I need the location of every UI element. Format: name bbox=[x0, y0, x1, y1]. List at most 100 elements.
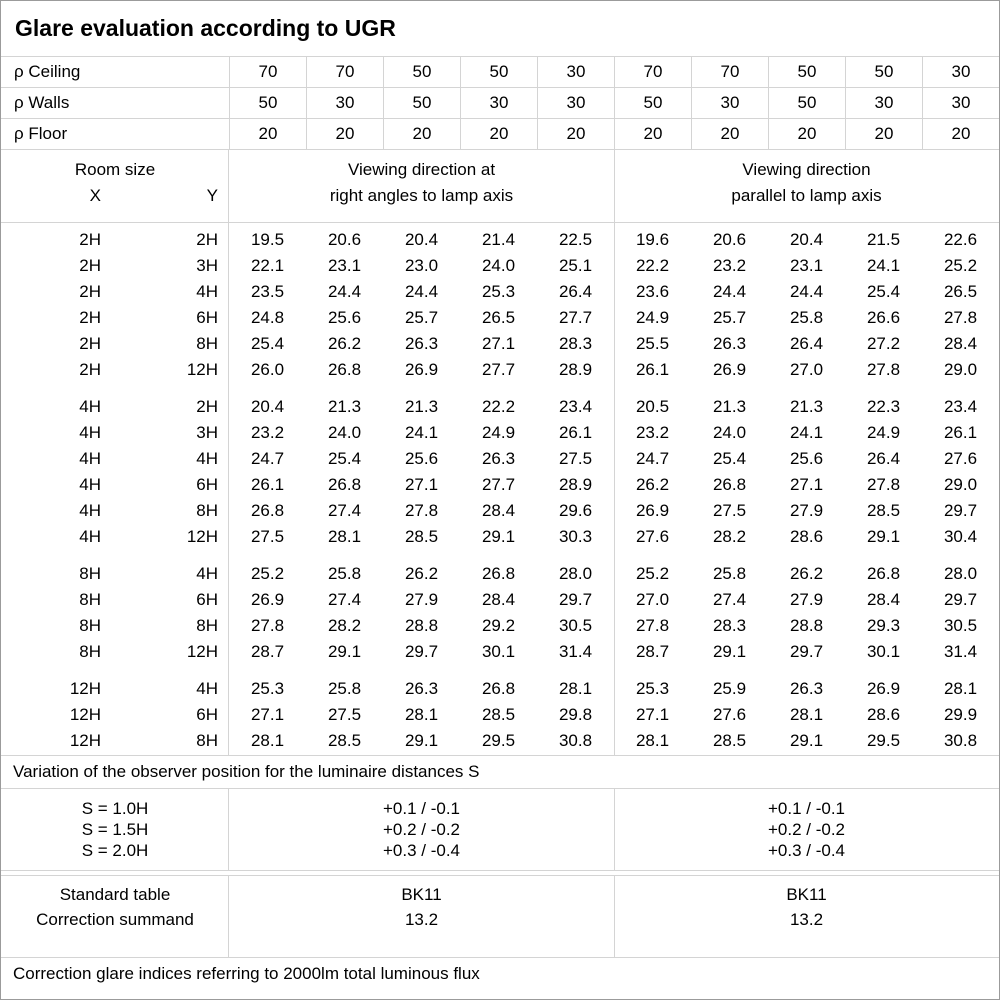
ugr-value: 30.4 bbox=[943, 527, 978, 546]
ugr-value: 23.4 bbox=[943, 397, 978, 416]
ugr-value: 23.2 bbox=[635, 423, 670, 442]
ugr-row: 12H 4H 25.3 25.8 26.3 26.8 28.1 25.3 25.9 26.3 26.… bbox=[1, 676, 999, 702]
xy-header: X Y bbox=[1, 183, 229, 209]
spacing-value: +0.2 / -0.2 bbox=[382, 820, 461, 839]
reflectance-label: ρ Ceiling bbox=[14, 62, 81, 81]
spacing-parallel-values: +0.1 / -0.1 +0.2 / -0.2 +0.3 / -0.4 bbox=[614, 798, 999, 870]
reflectance-value: 20 bbox=[537, 119, 614, 149]
ugr-row: 8H 8H 27.8 28.2 28.8 29.2 30.5 27.8 28.3 28.8 29.3… bbox=[1, 613, 999, 639]
page-title: Glare evaluation according to UGR bbox=[1, 1, 999, 57]
reflectance-value: 20 bbox=[922, 119, 999, 149]
reflectance-row: ρ Floor 20 20 20 20 20 20 20 20 20 20 bbox=[1, 119, 999, 150]
ugr-value: 25.3 bbox=[250, 679, 285, 698]
room-y-value: 6H bbox=[196, 308, 218, 327]
room-x-value: 2H bbox=[79, 334, 101, 353]
room-y-value: 6H bbox=[196, 705, 218, 724]
ugr-value: 25.4 bbox=[327, 449, 362, 468]
ugr-value: 26.4 bbox=[866, 449, 901, 468]
ugr-value: 28.2 bbox=[712, 527, 747, 546]
room-x-value: 4H bbox=[79, 397, 101, 416]
ugr-value: 27.7 bbox=[481, 360, 516, 379]
room-size-label: Room size bbox=[74, 160, 156, 179]
ugr-value: 20.4 bbox=[404, 230, 439, 249]
reflectance-value: 20 bbox=[229, 119, 306, 149]
ugr-value: 27.4 bbox=[327, 590, 362, 609]
right-angles-group-header: Viewing direction at right angles to lam… bbox=[229, 150, 614, 222]
ugr-value: 29.1 bbox=[789, 731, 824, 750]
ugr-value: 22.1 bbox=[250, 256, 285, 275]
ugr-value: 29.7 bbox=[943, 590, 978, 609]
room-x-value: 8H bbox=[79, 642, 101, 661]
ugr-value: 23.1 bbox=[327, 256, 362, 275]
ugr-value: 19.6 bbox=[635, 230, 670, 249]
ugr-data: 2H 2H 19.5 20.6 20.4 21.4 22.5 19.6 20.6 20.4 21.5… bbox=[1, 223, 999, 756]
ugr-value: 28.4 bbox=[481, 590, 516, 609]
ugr-value: 21.3 bbox=[404, 397, 439, 416]
ugr-value: 23.5 bbox=[250, 282, 285, 301]
spacing-label: S = 1.5H bbox=[81, 820, 149, 839]
ugr-value: 26.9 bbox=[635, 501, 670, 520]
ugr-value: 27.1 bbox=[404, 475, 439, 494]
ugr-value: 29.8 bbox=[558, 705, 593, 724]
ugr-value: 26.3 bbox=[481, 449, 516, 468]
ugr-value: 26.2 bbox=[789, 564, 824, 583]
ugr-value: 28.4 bbox=[866, 590, 901, 609]
ugr-value: 29.0 bbox=[943, 475, 978, 494]
ugr-value: 28.7 bbox=[250, 642, 285, 661]
ugr-value: 28.5 bbox=[481, 705, 516, 724]
spacing-value: +0.2 / -0.2 bbox=[767, 820, 846, 839]
variation-note: Variation of the observer position for t… bbox=[1, 756, 999, 789]
ugr-value: 28.5 bbox=[712, 731, 747, 750]
column-divider bbox=[228, 789, 229, 870]
ugr-value: 25.6 bbox=[789, 449, 824, 468]
ugr-value: 26.0 bbox=[250, 360, 285, 379]
room-x-value: 2H bbox=[79, 256, 101, 275]
reflectance-value: 30 bbox=[460, 88, 537, 118]
ugr-value: 20.4 bbox=[789, 230, 824, 249]
room-x-value: 8H bbox=[79, 564, 101, 583]
ugr-value: 26.9 bbox=[866, 679, 901, 698]
ugr-value: 26.3 bbox=[712, 334, 747, 353]
ugr-value: 23.6 bbox=[635, 282, 670, 301]
reflectance-value: 30 bbox=[922, 88, 999, 118]
ugr-value: 25.4 bbox=[712, 449, 747, 468]
reflectance-value: 30 bbox=[922, 57, 999, 87]
ugr-row: 4H 3H 23.2 24.0 24.1 24.9 26.1 23.2 24.0 24.1 24.9… bbox=[1, 420, 999, 446]
room-y-value: 8H bbox=[196, 334, 218, 353]
ugr-value: 27.0 bbox=[789, 360, 824, 379]
ugr-value: 27.5 bbox=[250, 527, 285, 546]
room-x-value: 2H bbox=[79, 230, 101, 249]
ugr-value: 30.8 bbox=[558, 731, 593, 750]
column-divider bbox=[614, 789, 615, 870]
ugr-value: 21.5 bbox=[866, 230, 901, 249]
ugr-value: 25.2 bbox=[943, 256, 978, 275]
room-y-value: 8H bbox=[196, 731, 218, 750]
ugr-value: 28.9 bbox=[558, 475, 593, 494]
room-y-value: 8H bbox=[196, 616, 218, 635]
spacing-label: S = 2.0H bbox=[81, 841, 149, 860]
ugr-value: 22.2 bbox=[481, 397, 516, 416]
room-y-value: 4H bbox=[196, 679, 218, 698]
ugr-value: 29.7 bbox=[404, 642, 439, 661]
spacing-value: +0.3 / -0.4 bbox=[767, 841, 846, 860]
ugr-value: 27.1 bbox=[481, 334, 516, 353]
ugr-value: 27.4 bbox=[327, 501, 362, 520]
ugr-value: 25.2 bbox=[635, 564, 670, 583]
ugr-value: 25.7 bbox=[404, 308, 439, 327]
reflectance-row: ρ Walls 50 30 50 30 30 50 30 50 30 30 bbox=[1, 88, 999, 119]
ugr-row: 4H 12H 27.5 28.1 28.5 29.1 30.3 27.6 28.2 28.6 29.… bbox=[1, 524, 999, 550]
ugr-value: 22.3 bbox=[866, 397, 901, 416]
room-y-value: 2H bbox=[196, 230, 218, 249]
ugr-value: 31.4 bbox=[943, 642, 978, 661]
ugr-row: 8H 12H 28.7 29.1 29.7 30.1 31.4 28.7 29.1 29.7 30.… bbox=[1, 639, 999, 665]
column-divider bbox=[614, 876, 615, 957]
ugr-value: 29.7 bbox=[558, 590, 593, 609]
ugr-row: 12H 8H 28.1 28.5 29.1 29.5 30.8 28.1 28.5 29.1 29.… bbox=[1, 728, 999, 754]
ugr-value: 29.1 bbox=[866, 527, 901, 546]
parallel-group-header: Viewing direction parallel to lamp axis bbox=[614, 150, 999, 222]
ugr-value: 28.6 bbox=[789, 527, 824, 546]
ugr-value: 23.0 bbox=[404, 256, 439, 275]
ugr-value: 20.5 bbox=[635, 397, 670, 416]
ugr-value: 26.9 bbox=[250, 590, 285, 609]
